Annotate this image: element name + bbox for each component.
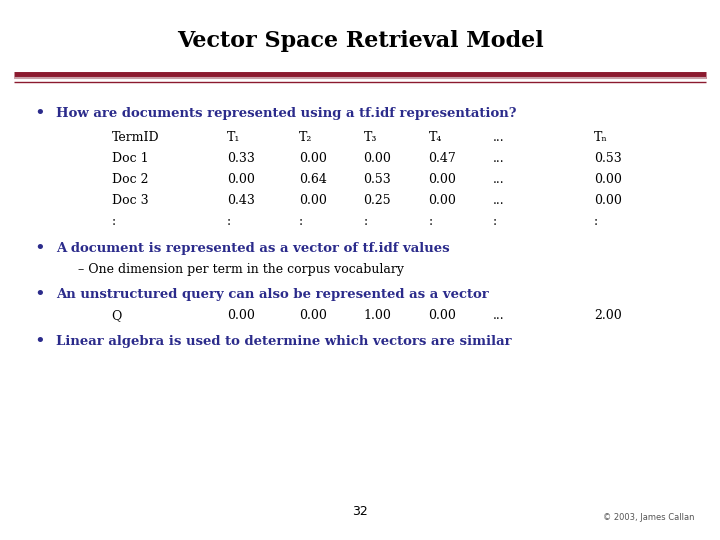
Text: T₁: T₁ xyxy=(227,131,240,144)
Text: 0.64: 0.64 xyxy=(299,173,327,186)
Text: 0.00: 0.00 xyxy=(227,309,255,322)
Text: :: : xyxy=(364,215,368,228)
Text: •: • xyxy=(35,104,45,123)
Text: 0.00: 0.00 xyxy=(428,194,456,207)
Text: 0.00: 0.00 xyxy=(299,152,327,165)
Text: 0.00: 0.00 xyxy=(428,173,456,186)
Text: 0.00: 0.00 xyxy=(364,152,392,165)
Text: 1.00: 1.00 xyxy=(364,309,392,322)
Text: ...: ... xyxy=(493,152,505,165)
Text: An unstructured query can also be represented as a vector: An unstructured query can also be repres… xyxy=(56,288,489,301)
Text: :: : xyxy=(493,215,498,228)
Text: :: : xyxy=(299,215,303,228)
Text: 0.00: 0.00 xyxy=(227,173,255,186)
Text: :: : xyxy=(112,215,116,228)
Text: TermID: TermID xyxy=(112,131,159,144)
Text: ...: ... xyxy=(493,173,505,186)
Text: T₄: T₄ xyxy=(428,131,442,144)
Text: 0.00: 0.00 xyxy=(594,173,622,186)
Text: ...: ... xyxy=(493,309,505,322)
Text: •: • xyxy=(35,239,45,258)
Text: © 2003, James Callan: © 2003, James Callan xyxy=(603,513,695,522)
Text: •: • xyxy=(35,285,45,303)
Text: 0.00: 0.00 xyxy=(428,309,456,322)
Text: •: • xyxy=(35,332,45,350)
Text: How are documents represented using a tf.idf representation?: How are documents represented using a tf… xyxy=(56,107,517,120)
Text: 32: 32 xyxy=(352,505,368,518)
Text: Q: Q xyxy=(112,309,122,322)
Text: T₂: T₂ xyxy=(299,131,312,144)
Text: 0.25: 0.25 xyxy=(364,194,391,207)
Text: 0.47: 0.47 xyxy=(428,152,456,165)
Text: – One dimension per term in the corpus vocabulary: – One dimension per term in the corpus v… xyxy=(78,264,404,276)
Text: 0.33: 0.33 xyxy=(227,152,255,165)
Text: 0.53: 0.53 xyxy=(364,173,392,186)
Text: :: : xyxy=(594,215,598,228)
Text: :: : xyxy=(428,215,433,228)
Text: 0.53: 0.53 xyxy=(594,152,622,165)
Text: 0.00: 0.00 xyxy=(594,194,622,207)
Text: T₃: T₃ xyxy=(364,131,377,144)
Text: 0.00: 0.00 xyxy=(299,194,327,207)
Text: ...: ... xyxy=(493,131,505,144)
Text: Linear algebra is used to determine which vectors are similar: Linear algebra is used to determine whic… xyxy=(56,335,512,348)
Text: Tₙ: Tₙ xyxy=(594,131,608,144)
Text: Vector Space Retrieval Model: Vector Space Retrieval Model xyxy=(176,30,544,52)
Text: Doc 3: Doc 3 xyxy=(112,194,148,207)
Text: Doc 1: Doc 1 xyxy=(112,152,148,165)
Text: A document is represented as a vector of tf.idf values: A document is represented as a vector of… xyxy=(56,242,450,255)
Text: :: : xyxy=(227,215,231,228)
Text: ...: ... xyxy=(493,194,505,207)
Text: 2.00: 2.00 xyxy=(594,309,622,322)
Text: Doc 2: Doc 2 xyxy=(112,173,148,186)
Text: 0.43: 0.43 xyxy=(227,194,255,207)
Text: 0.00: 0.00 xyxy=(299,309,327,322)
